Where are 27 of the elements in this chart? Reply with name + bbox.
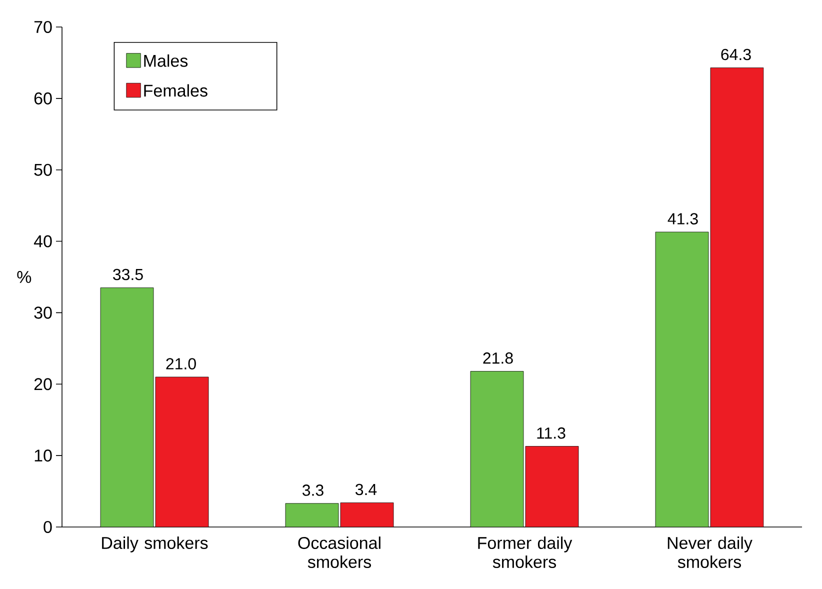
y-tick-label: 50 xyxy=(34,164,52,176)
y-axis-title: % xyxy=(17,271,32,283)
y-tick-label: 10 xyxy=(34,450,52,462)
y-tick-label: 30 xyxy=(34,306,52,319)
y-tick-label: 70 xyxy=(34,20,52,34)
bar xyxy=(100,288,154,527)
data-label: 3.3 xyxy=(302,484,324,496)
x-tick-label: Never daily smokers xyxy=(668,536,752,568)
data-label: 21.0 xyxy=(166,358,196,370)
data-label: 33.5 xyxy=(113,268,143,280)
legend-label: Females xyxy=(144,84,208,97)
data-label: 3.4 xyxy=(355,484,377,496)
x-tick-label: Daily smokers xyxy=(102,536,208,552)
x-tick-label: Former daily smokers xyxy=(478,536,572,568)
bar xyxy=(655,232,709,527)
bar xyxy=(285,503,339,527)
data-label: 11.3 xyxy=(537,427,566,439)
bar xyxy=(470,371,524,527)
data-label: 64.3 xyxy=(721,48,751,60)
y-tick-label: 40 xyxy=(34,235,52,248)
x-tick-label: Occasional smokers xyxy=(298,536,380,568)
y-tick-label: 0 xyxy=(44,520,52,534)
data-label: 41.3 xyxy=(668,213,698,224)
legend-label: Males xyxy=(144,54,188,67)
y-tick-label: 60 xyxy=(34,92,52,104)
data-label: 21.8 xyxy=(483,352,513,364)
y-tick-label: 20 xyxy=(34,378,52,390)
